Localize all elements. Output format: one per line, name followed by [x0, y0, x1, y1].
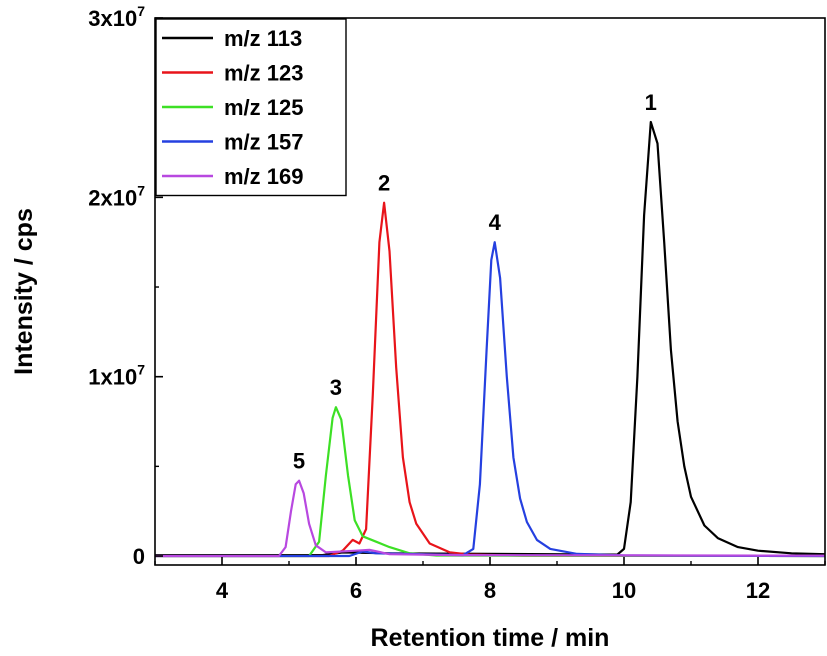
x-tick-label: 12 — [746, 578, 770, 603]
legend-entry: m/z 169 — [224, 164, 304, 189]
peak-label: 4 — [489, 210, 502, 235]
series-line-2 — [155, 201, 826, 558]
x-tick-label: 6 — [350, 578, 362, 603]
x-tick-label: 8 — [484, 578, 496, 603]
peak-label: 5 — [293, 449, 305, 474]
x-tick-label: 10 — [612, 578, 636, 603]
series-line-3 — [155, 406, 826, 558]
y-tick-label: 1x107 — [88, 362, 145, 390]
legend: m/z 113 m/z 123 m/z 125 m/z 157 m/z 169 — [155, 18, 347, 197]
legend-entry: m/z 123 — [224, 61, 304, 86]
peak-label: 3 — [330, 375, 342, 400]
x-axis-label: Retention time / min — [371, 624, 610, 652]
series-line-4 — [155, 241, 826, 558]
x-tick-label: 4 — [216, 578, 229, 603]
y-tick-label: 0 — [133, 544, 145, 569]
peak-label: 2 — [378, 171, 390, 196]
y-tick-label: 2x107 — [88, 182, 145, 210]
y-axis-label: Intensity / cps — [10, 208, 38, 375]
series-layer — [155, 120, 826, 558]
peak-label: 1 — [645, 90, 657, 115]
legend-entry: m/z 125 — [224, 95, 304, 120]
series-line-1 — [155, 120, 826, 557]
annotation-layer: 1 2 3 4 5 — [293, 90, 657, 474]
legend-entry: m/z 113 — [224, 26, 302, 51]
y-tick-label: 3x107 — [88, 3, 145, 31]
legend-entry: m/z 157 — [224, 130, 304, 155]
series-line-5 — [155, 479, 826, 558]
